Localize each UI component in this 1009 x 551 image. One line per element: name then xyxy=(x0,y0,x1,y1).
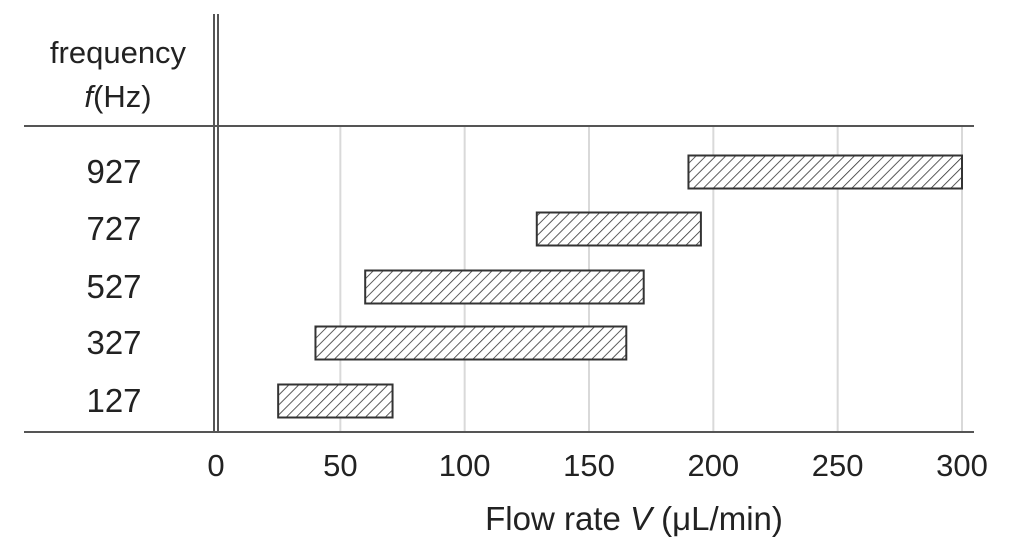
category-label: 327 xyxy=(86,324,141,361)
x-axis-title-variable: V xyxy=(630,500,655,537)
x-tick-label: 50 xyxy=(323,448,357,483)
x-axis-title-prefix: Flow rate xyxy=(485,500,630,537)
range-bar-527 xyxy=(364,269,645,305)
x-tick-label: 300 xyxy=(936,448,988,483)
range-bar-327 xyxy=(314,325,628,361)
category-label: 527 xyxy=(86,268,141,305)
y-header-line1: frequency xyxy=(50,35,187,70)
x-tick-label: 0 xyxy=(207,448,224,483)
y-header-unit: (Hz) xyxy=(93,79,152,114)
x-tick-labels: 0 50 100 150 200 250 300 xyxy=(207,448,987,483)
range-bar-727 xyxy=(535,211,702,247)
x-tick-label: 150 xyxy=(563,448,615,483)
range-bars xyxy=(277,154,963,419)
category-label: 727 xyxy=(86,210,141,247)
category-label: 927 xyxy=(86,153,141,190)
x-tick-label: 100 xyxy=(439,448,491,483)
x-tick-label: 250 xyxy=(812,448,864,483)
category-label: 127 xyxy=(86,382,141,419)
range-bar-127 xyxy=(277,383,394,419)
range-bar-927 xyxy=(687,154,963,190)
x-axis-title: Flow rate V (μL/min) xyxy=(485,500,783,537)
category-labels: 927 727 527 327 127 xyxy=(86,153,141,419)
x-axis-title-unit: (μL/min) xyxy=(652,500,783,537)
x-tick-label: 200 xyxy=(687,448,739,483)
y-header-line2: f(Hz) xyxy=(84,79,151,114)
